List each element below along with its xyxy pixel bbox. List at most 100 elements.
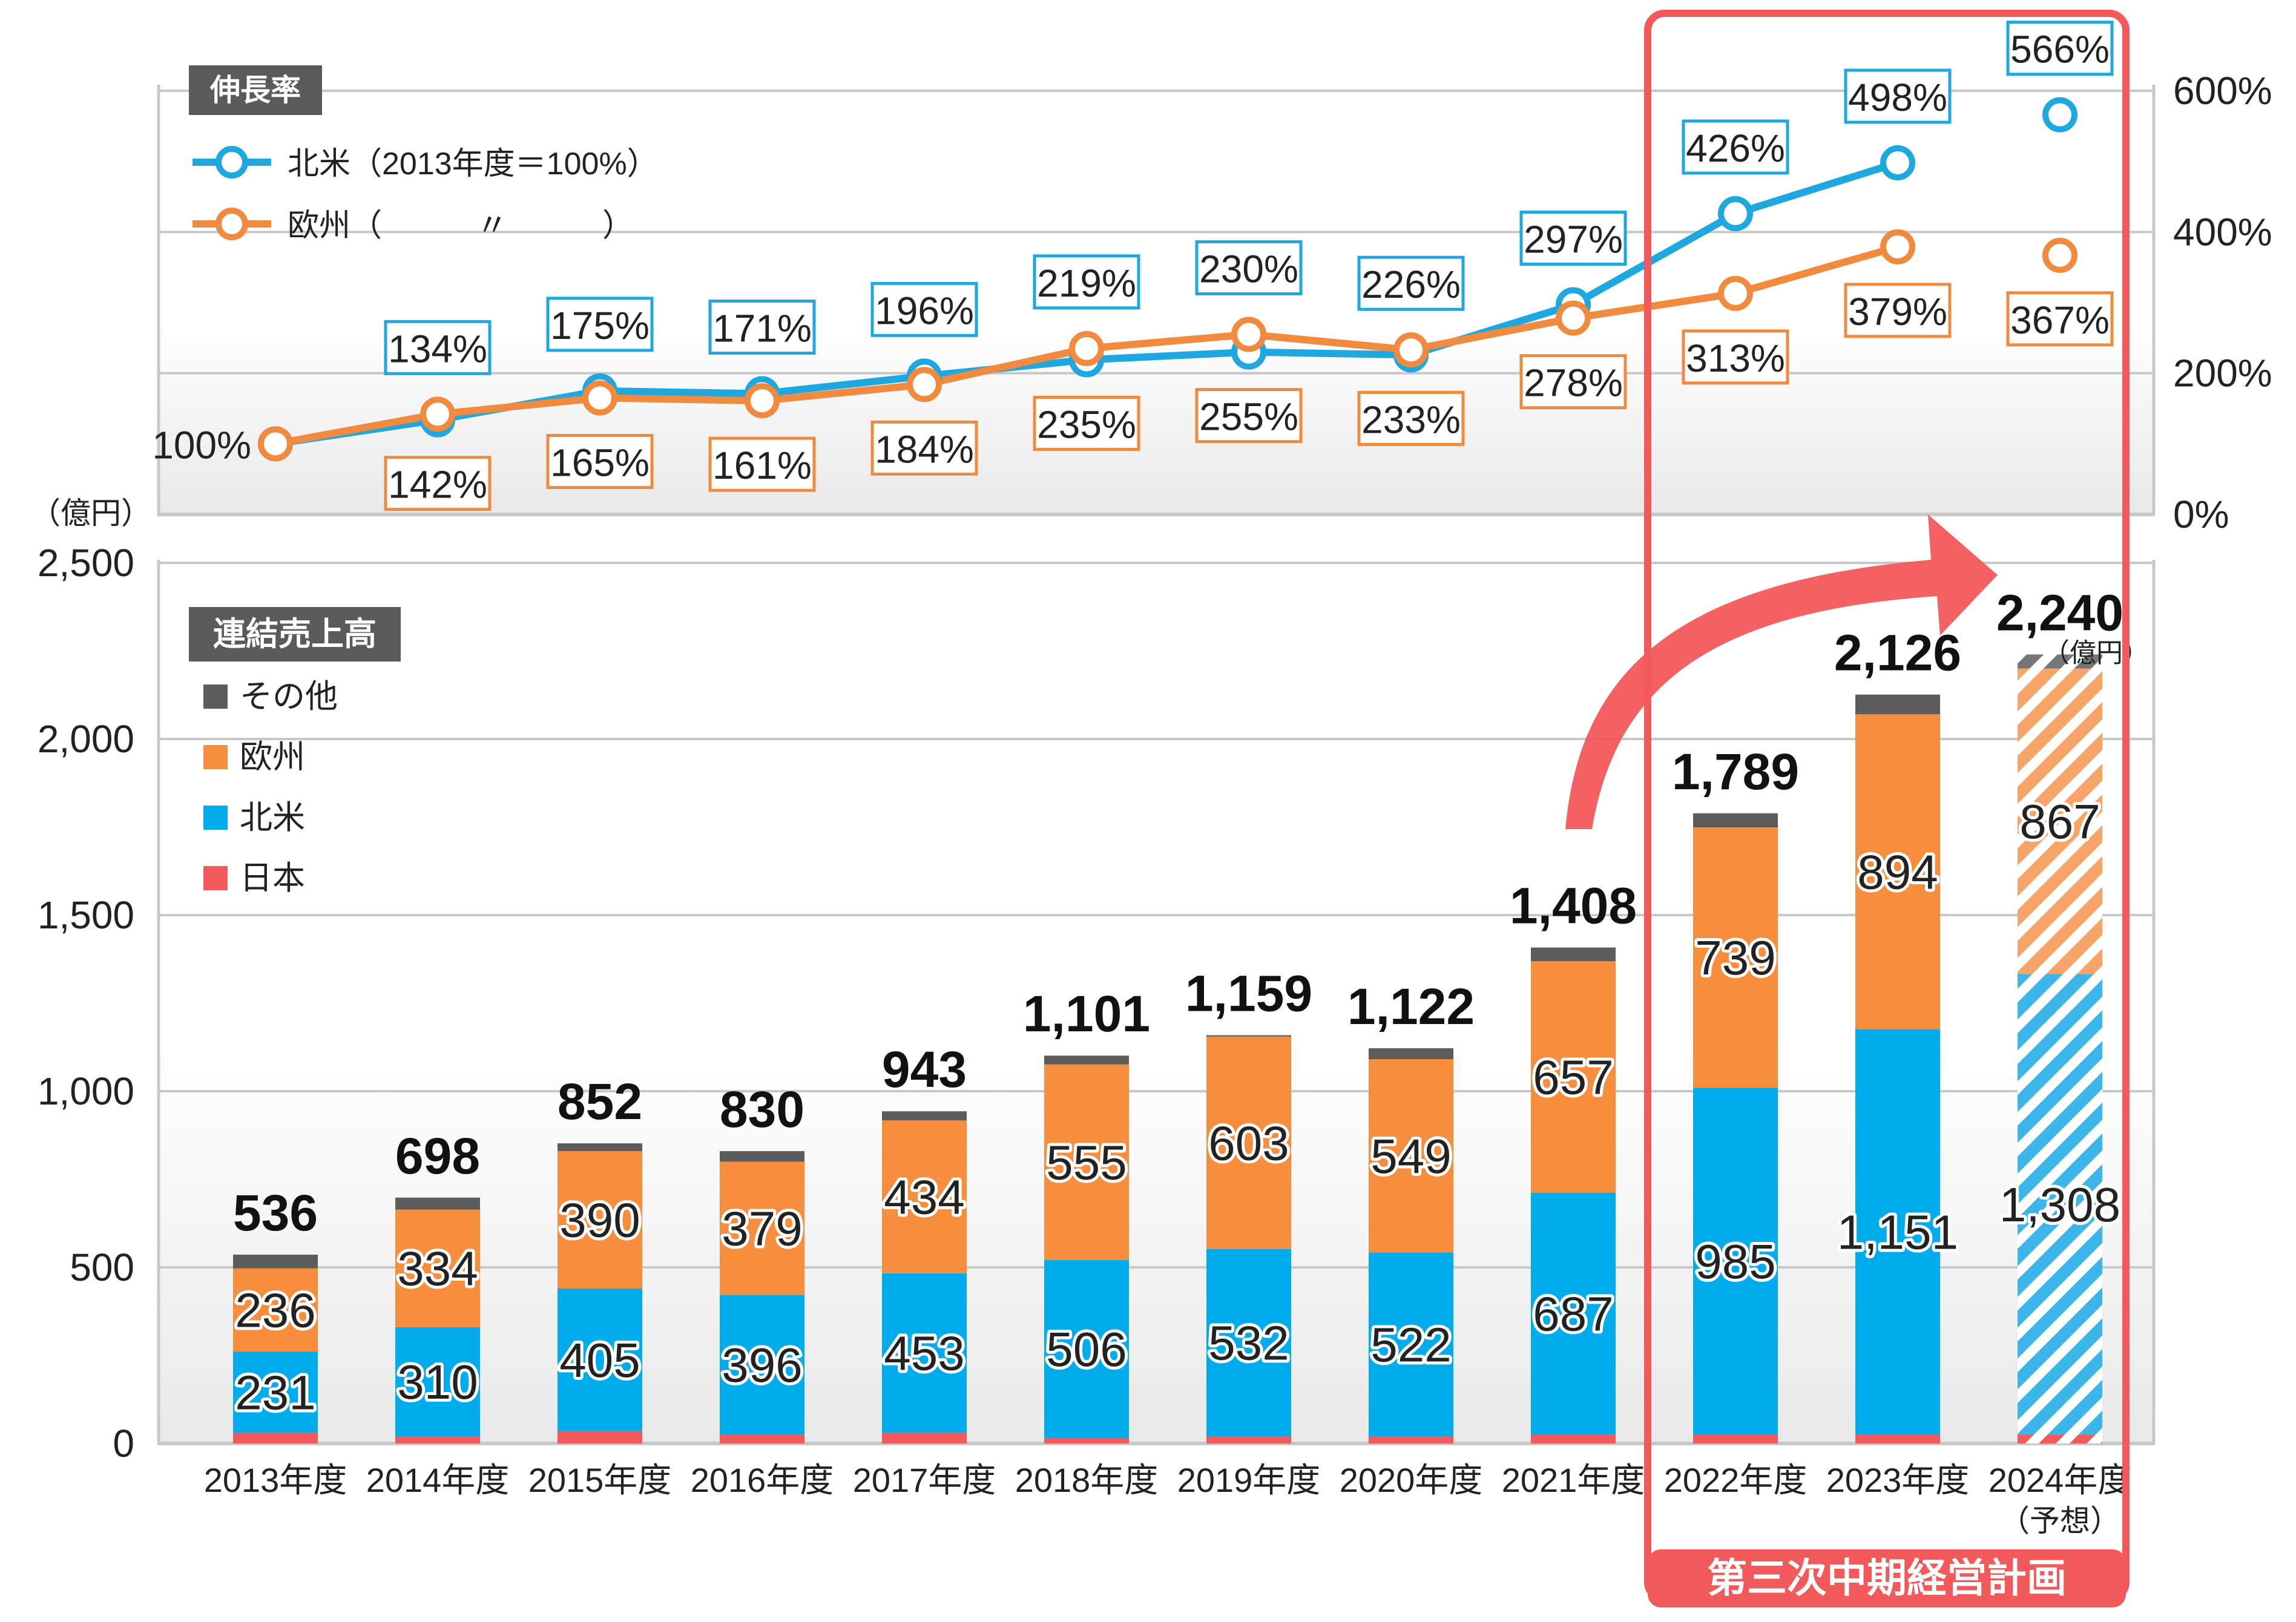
bar-segment-欧州 xyxy=(1531,961,1616,1193)
line-point-marker xyxy=(2042,237,2077,273)
line-label: 379% xyxy=(1848,290,1947,333)
bottom-gridlines xyxy=(159,562,2154,1269)
bar-segment-その他 xyxy=(1369,1048,1453,1060)
total-label: 830 xyxy=(720,1081,804,1138)
line-point-marker xyxy=(1069,330,1104,366)
line-label-box xyxy=(546,297,654,352)
bar-segment-北米 xyxy=(1369,1252,1453,1437)
line-label: 184% xyxy=(875,427,974,471)
bar-segment-日本 xyxy=(233,1433,318,1443)
bar-segment-その他 xyxy=(882,1111,967,1121)
line-label: 196% xyxy=(875,289,974,332)
x-tick-label: 2017年度 xyxy=(853,1461,996,1499)
line-point-marker xyxy=(1718,275,1753,311)
bar-segment-欧州 xyxy=(1693,827,1778,1088)
growth-line-labels: 100% 134% 175% 171% 196% 219% 230% 226% 297% 426%… xyxy=(152,21,2114,511)
segment-label: 687 xyxy=(1533,1287,1613,1341)
line-label-box xyxy=(708,300,816,355)
bar-segment-その他 xyxy=(1044,1056,1129,1065)
x-tick-label: 2024年度 xyxy=(1988,1461,2132,1499)
bar-segment-北米 xyxy=(395,1327,480,1437)
bottom-title-box xyxy=(189,607,401,662)
line-label-box xyxy=(1195,240,1303,295)
line-point-marker xyxy=(1880,145,1915,180)
line-label: 498% xyxy=(1848,76,1947,119)
line-point-marker xyxy=(258,426,293,462)
x-tick-label: 2020年度 xyxy=(1340,1461,1483,1499)
line-label-box xyxy=(1682,119,1789,175)
line-label-box xyxy=(1033,254,1140,310)
bar-segment-その他 xyxy=(1531,947,1616,962)
chart-panels xyxy=(157,85,2156,1445)
x-tick-label: 2013年度 xyxy=(204,1461,347,1499)
line-point-marker xyxy=(745,383,780,419)
total-label: 1,122 xyxy=(1347,978,1475,1035)
segment-label: 739 xyxy=(1695,931,1775,985)
x-tick-label: 2022年度 xyxy=(1664,1461,1808,1499)
line-point-marker xyxy=(1393,332,1429,368)
highlight-label: 第三次中期経営計画 xyxy=(1707,1555,2067,1600)
total-label: 1,159 xyxy=(1185,965,1312,1022)
bar-segment-日本 xyxy=(1369,1436,1453,1443)
line-point-marker xyxy=(1231,317,1266,352)
total-label: 1,408 xyxy=(1510,878,1637,934)
bar-segment-日本 xyxy=(720,1434,804,1443)
x-axis: 2013年度 2014年度 2015年度 2016年度 2017年度 2018年度 2019… xyxy=(204,1461,2132,1538)
line-point-marker xyxy=(582,380,617,416)
bar-segment-欧州 xyxy=(882,1120,967,1273)
line-label: 297% xyxy=(1524,218,1623,261)
segment-label: 506 xyxy=(1046,1322,1127,1376)
x-tick-label: 2019年度 xyxy=(1177,1461,1321,1499)
line-label-box xyxy=(1357,390,1465,446)
segment-label: 379 xyxy=(722,1202,802,1256)
line-label: 367% xyxy=(2010,298,2110,342)
bar-segment-その他 xyxy=(558,1143,642,1151)
bar-segment-その他 xyxy=(720,1151,804,1162)
y-tick-label: 2,500 xyxy=(38,541,134,585)
legend-label: 北米 xyxy=(240,800,305,836)
line-label: 566% xyxy=(2010,28,2110,71)
total-label: 698 xyxy=(395,1128,480,1184)
stacked-bars xyxy=(233,654,2102,1443)
line-label-box xyxy=(2006,291,2114,347)
total-label: 943 xyxy=(882,1041,967,1098)
line-label: 219% xyxy=(1037,261,1136,305)
bar-segment-日本 xyxy=(558,1431,642,1443)
bar-segment-欧州 xyxy=(1855,714,1940,1029)
segment-label: 522 xyxy=(1370,1318,1451,1371)
line-label-box xyxy=(1033,396,1140,451)
legend-label: 欧州 xyxy=(240,739,305,775)
bar-segment-日本 xyxy=(882,1433,967,1443)
segment-label: 603 xyxy=(1208,1116,1289,1170)
segment-label: 894 xyxy=(1857,845,1938,899)
line-label: 230% xyxy=(1199,248,1298,291)
line-label-box xyxy=(1844,283,1952,338)
line-label: 161% xyxy=(712,444,812,487)
line-label: 142% xyxy=(388,463,487,507)
y2-tick-label: 600% xyxy=(2173,69,2272,113)
bar-segment-日本 xyxy=(1693,1434,1778,1443)
bar-segment-欧州 xyxy=(720,1161,804,1295)
bar-segment-北米 xyxy=(558,1288,642,1431)
bar-segment-北米 xyxy=(2018,974,2102,1435)
total-label: 536 xyxy=(233,1184,318,1241)
line-label: 134% xyxy=(388,327,487,370)
line-label-box xyxy=(1844,68,1952,124)
segment-label: 867 xyxy=(2019,795,2100,849)
top-title-box xyxy=(189,65,322,115)
segment-label: 532 xyxy=(1208,1316,1289,1370)
legend-na-label: 北米（2013年度＝100%） xyxy=(288,146,659,182)
line-label-box xyxy=(1195,388,1303,444)
bar-segment-欧州 xyxy=(1044,1064,1129,1260)
legend-swatch xyxy=(203,806,228,830)
growth-lines xyxy=(258,97,2077,462)
y-tick-label: 1,500 xyxy=(38,893,134,937)
bar-segment-その他 xyxy=(2018,654,2102,669)
line-label-box xyxy=(708,436,816,492)
line-label-start: 100% xyxy=(152,423,251,467)
legend-eu-label: 欧州（ 〃 ） xyxy=(288,208,634,243)
mid-term-plan-highlight: 第三次中期経営計画 xyxy=(1565,10,2130,1607)
